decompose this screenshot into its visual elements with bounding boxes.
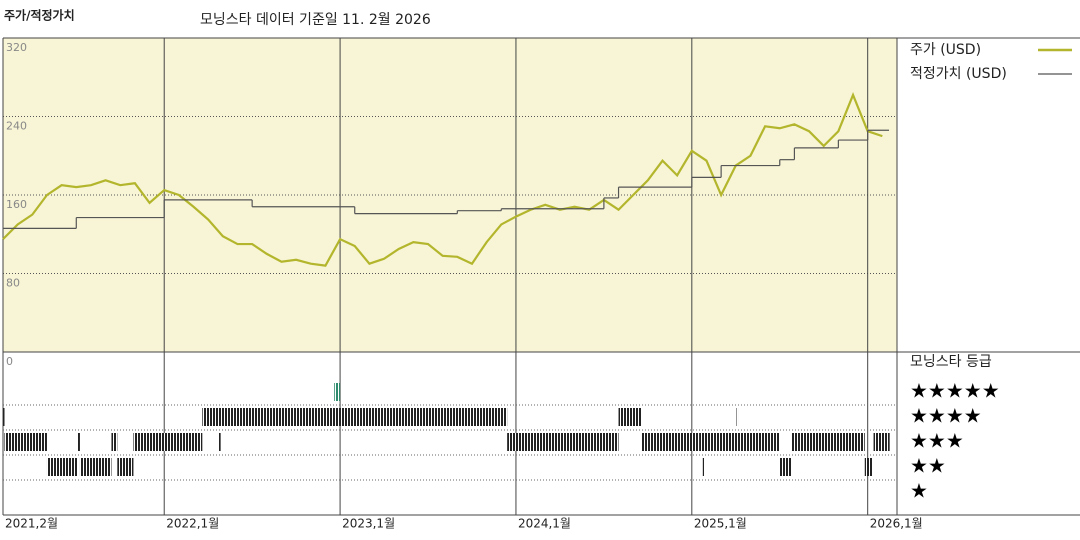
legend-label: 주가 (USD) xyxy=(910,42,981,58)
x-tick-label: 2021,2월 xyxy=(5,517,58,531)
rating-bar xyxy=(618,408,642,426)
x-tick-label: 2024,1월 xyxy=(518,517,571,531)
y-tick-label: 240 xyxy=(6,120,27,133)
rating-bar xyxy=(791,433,865,451)
rating-label: ★ xyxy=(910,479,928,503)
rating-bar xyxy=(779,458,792,476)
rating-bar xyxy=(340,408,508,426)
rating-bar xyxy=(46,458,78,476)
rating-title: 모닝스타 등급 xyxy=(910,354,992,370)
x-tick-label: 2025,1월 xyxy=(694,517,747,531)
chart-title: 주가/적정가치 xyxy=(4,8,75,23)
x-tick-label: 2022,1월 xyxy=(166,517,219,531)
rating-bar xyxy=(4,433,47,451)
rating-label: ★★★★ xyxy=(910,404,982,428)
chart-subtitle: 모닝스타 데이터 기준일 11. 2월 2026 xyxy=(200,12,431,28)
rating-bar xyxy=(736,408,739,426)
rating-bar xyxy=(507,433,619,451)
rating-label: ★★★ xyxy=(910,429,964,453)
x-tick-label: 2023,1월 xyxy=(342,517,395,531)
x-tick-label: 2026,1월 xyxy=(870,517,923,531)
rating-bar xyxy=(3,408,5,426)
y-tick-label: 320 xyxy=(6,41,27,54)
rating-bar xyxy=(79,458,112,476)
rating-bar xyxy=(202,408,341,426)
legend-label: 적정가치 (USD) xyxy=(910,66,1007,82)
rating-bar xyxy=(117,458,134,476)
rating-bar xyxy=(218,433,221,451)
rating-bar xyxy=(77,433,80,451)
rating-bar xyxy=(334,383,341,401)
rating-bar xyxy=(864,458,873,476)
rating-label: ★★ xyxy=(910,454,946,478)
rating-bar xyxy=(111,433,118,451)
rating-label: ★★★★★ xyxy=(910,379,1000,403)
y-tick-label: 0 xyxy=(6,355,13,368)
rating-bar xyxy=(133,433,203,451)
rating-bar xyxy=(641,433,700,451)
y-tick-label: 80 xyxy=(6,277,20,290)
rating-bar xyxy=(699,433,780,451)
rating-bar xyxy=(873,433,890,451)
y-tick-label: 160 xyxy=(6,198,27,211)
rating-bar xyxy=(702,458,705,476)
